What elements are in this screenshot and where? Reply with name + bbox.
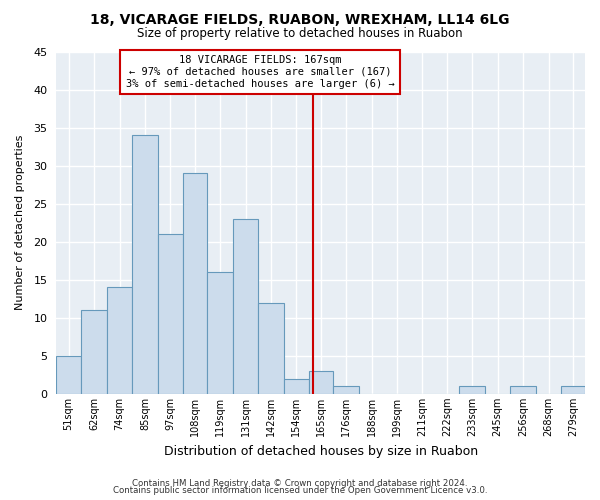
Bar [258,302,284,394]
Text: Size of property relative to detached houses in Ruabon: Size of property relative to detached ho… [137,26,463,40]
Bar [182,173,207,394]
Bar [207,272,233,394]
Bar [158,234,182,394]
Bar [81,310,107,394]
Text: Contains HM Land Registry data © Crown copyright and database right 2024.: Contains HM Land Registry data © Crown c… [132,478,468,488]
Bar [510,386,536,394]
Bar [107,288,131,394]
Bar [308,371,333,394]
Bar [284,378,308,394]
Y-axis label: Number of detached properties: Number of detached properties [15,135,25,310]
Bar [560,386,585,394]
Text: Contains public sector information licensed under the Open Government Licence v3: Contains public sector information licen… [113,486,487,495]
Bar [233,219,258,394]
Bar [56,356,81,394]
Bar [459,386,485,394]
Text: 18 VICARAGE FIELDS: 167sqm
← 97% of detached houses are smaller (167)
3% of semi: 18 VICARAGE FIELDS: 167sqm ← 97% of deta… [125,56,394,88]
X-axis label: Distribution of detached houses by size in Ruabon: Distribution of detached houses by size … [164,444,478,458]
Bar [131,135,158,394]
Bar [333,386,359,394]
Text: 18, VICARAGE FIELDS, RUABON, WREXHAM, LL14 6LG: 18, VICARAGE FIELDS, RUABON, WREXHAM, LL… [90,12,510,26]
